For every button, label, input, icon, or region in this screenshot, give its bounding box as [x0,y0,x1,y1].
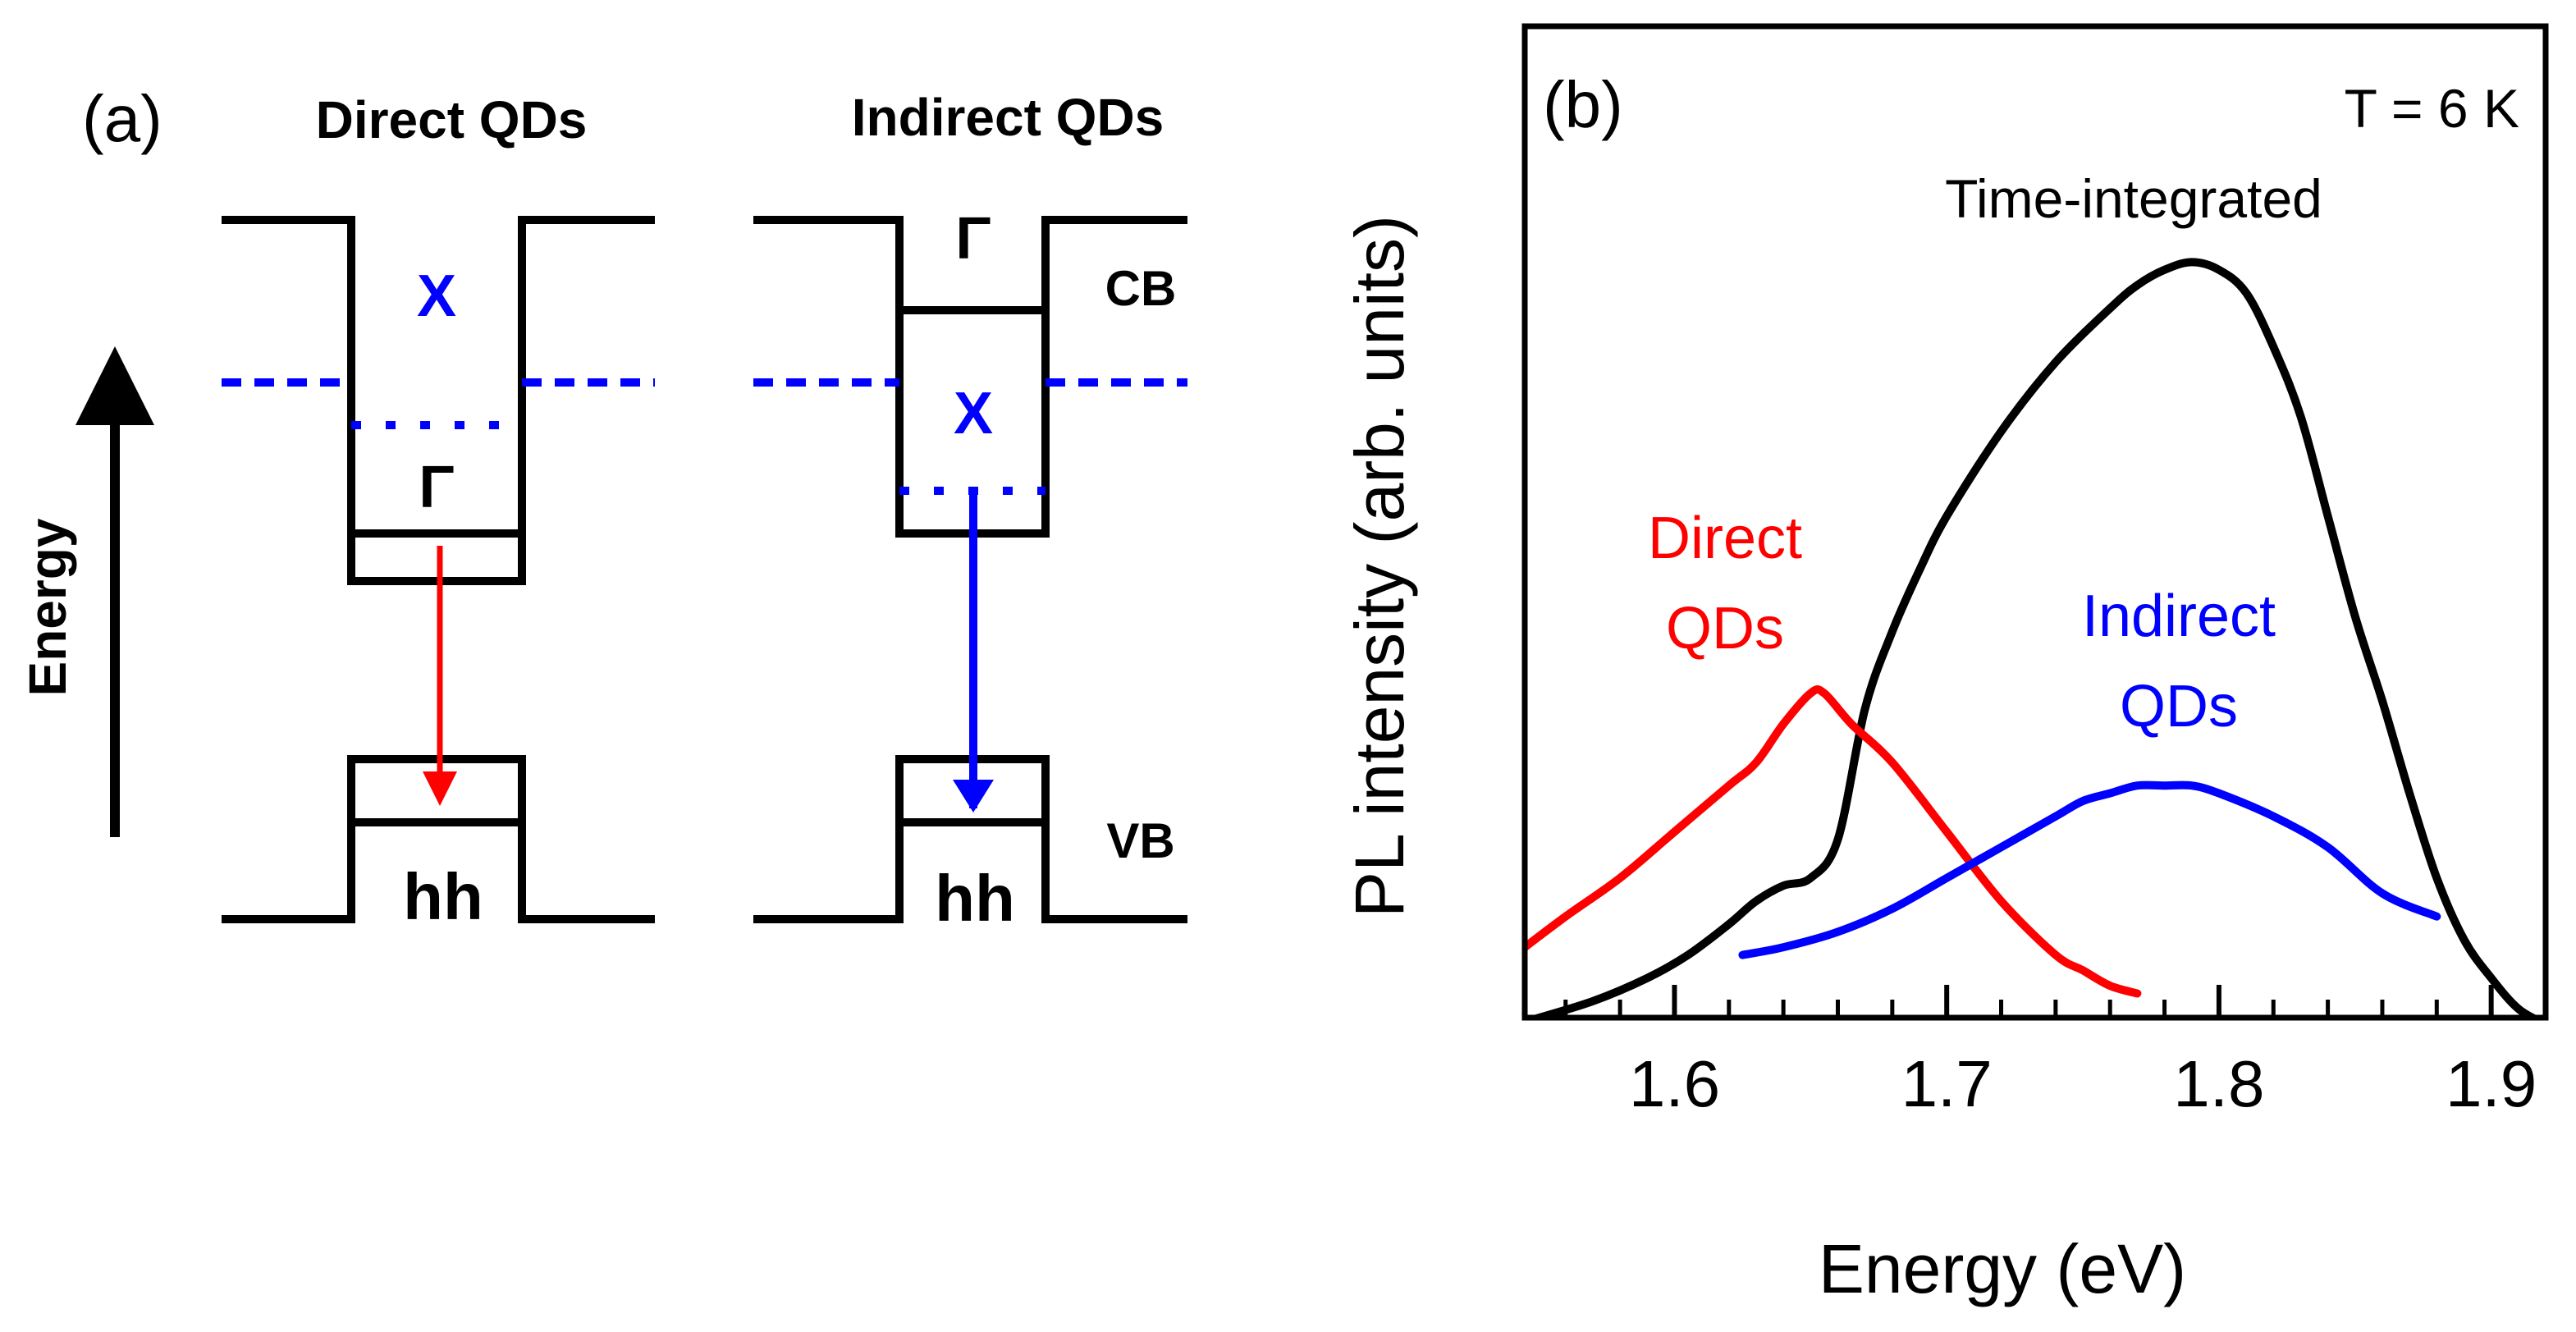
panel-b: PL intensity (arb. units) 1.6 1.7 1.8 1.9 (… [1341,23,2549,1307]
panel-a: (a) Direct QDs Indirect QDs Energy X Γ h… [18,82,1187,935]
indirect-qds-label-line1: Indirect [2082,584,2276,649]
time-integrated-label: Time-integrated [1945,168,2322,229]
indirect-gamma-label: Γ [955,206,991,272]
panel-b-label: (b) [1543,68,1623,141]
direct-valence-band [222,755,655,923]
indirect-qds-title: Indirect QDs [852,88,1164,147]
x-tick-label: 1.6 [1629,1047,1720,1120]
x-tick-label: 1.9 [2446,1047,2537,1120]
plot-frame [1521,23,2549,1021]
x-tick-label: 1.7 [1901,1047,1993,1120]
temperature-label: T = 6 K [2345,78,2519,139]
series-line-direct-qds [1525,685,2142,998]
direct-band-diagram [222,216,655,923]
x-tick-label: 1.8 [2173,1047,2264,1120]
panel-a-label: (a) [82,82,162,155]
vb-label: VB [1106,813,1174,868]
series-line-time-integrated [1525,258,2542,1018]
direct-qds-label-line1: Direct [1648,506,1802,571]
cb-label: CB [1105,261,1177,316]
indirect-qds-label-line2: QDs [2120,674,2238,739]
series-group [1525,258,2542,1018]
direct-conduction-band [222,216,655,585]
direct-gamma-label: Γ [419,455,454,520]
direct-x-label: X [417,263,456,329]
x-axis-label: Energy (eV) [1819,1230,2186,1307]
indirect-x-label: X [954,381,993,446]
direct-qds-label-line2: QDs [1666,596,1784,661]
plot-area: 1.6 1.7 1.8 1.9 [1525,258,2542,1120]
indirect-hh-label: hh [935,862,1015,935]
direct-qds-title: Direct QDs [316,90,588,149]
energy-axis-label: Energy [18,518,77,696]
x-ticks: 1.6 1.7 1.8 1.9 [1563,985,2537,1120]
direct-hh-label: hh [403,860,483,933]
series-line-indirect-qds [1738,780,2441,959]
y-axis-label: PL intensity (arb. units) [1341,215,1418,918]
